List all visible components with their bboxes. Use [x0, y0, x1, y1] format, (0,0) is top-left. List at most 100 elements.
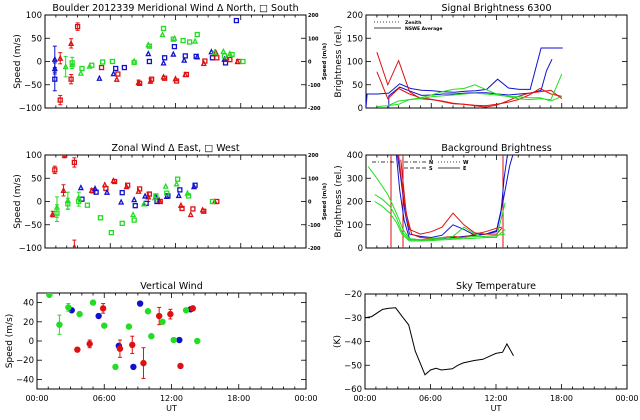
data-point-square-green: [229, 51, 235, 58]
x-tick-label: 06:00: [419, 394, 442, 403]
data-point-square-red: [183, 71, 190, 78]
plot-area: [367, 155, 514, 248]
chart-title: Zonal Wind Δ East, □ West: [111, 143, 239, 154]
data-point-square-green: [186, 39, 193, 45]
data-point-square-blue: [177, 187, 183, 193]
y-tick-label: 150: [347, 34, 363, 44]
data-point-green: [144, 308, 152, 315]
chart-title: Signal Brightness 6300: [441, 3, 551, 14]
data-point-triangle-red: [177, 201, 184, 208]
data-point-square-red: [103, 185, 109, 192]
y-tick-label: −60: [344, 385, 362, 395]
data-point-square-red: [201, 208, 207, 214]
data-point-square-green: [97, 215, 104, 221]
plot-area: [51, 17, 246, 106]
data-point-red: [99, 305, 107, 312]
plot-frame: [364, 293, 628, 390]
series-line-red-2: [376, 71, 562, 107]
data-point-triangle-green: [77, 69, 84, 76]
data-point-red: [116, 345, 124, 352]
y-tick-label: 200: [347, 198, 363, 208]
data-point-square-red: [52, 167, 58, 173]
data-point-square-green: [175, 176, 181, 182]
data-point-triangle-blue: [131, 196, 138, 203]
y-tick-label-right: -200: [308, 106, 321, 112]
data-point-green: [46, 293, 53, 299]
data-point-triangle-green: [184, 189, 191, 196]
data-point-square-red: [214, 55, 220, 61]
chart-title: Sky Temperature: [456, 281, 536, 292]
data-point-red: [129, 341, 136, 349]
plot-frame: [44, 14, 307, 109]
data-point-triangle-blue: [208, 48, 215, 55]
data-point-green: [159, 318, 166, 325]
y-tick-label: 100: [26, 11, 42, 21]
data-point-square-blue: [233, 17, 240, 24]
data-point-square-green: [160, 25, 167, 32]
data-point-triangle-blue: [181, 56, 188, 63]
y-tick-label-right: -100: [308, 223, 321, 229]
data-point-square-red: [214, 198, 220, 205]
data-point-triangle-red: [57, 54, 64, 61]
data-point-square-green: [146, 43, 153, 49]
data-point-square-red: [161, 75, 168, 81]
data-point-green: [125, 323, 133, 330]
y-axis-label-right: Speed (m/s): [322, 42, 328, 80]
legend-label: E: [463, 166, 467, 172]
panel-signal-brightness: Signal Brightness 6300 200 150 100 50 0 Bright…: [334, 3, 628, 114]
data-point-triangle-red: [49, 210, 56, 217]
data-point-square-green: [131, 59, 137, 66]
data-point-triangle-red: [145, 193, 152, 200]
data-point-square-green: [209, 198, 216, 205]
legend-label: Zenith: [405, 20, 421, 26]
data-point-red: [189, 305, 196, 312]
y-tick-label: 0: [358, 104, 363, 114]
data-point-blue: [130, 363, 137, 371]
y-tick-label: −30: [344, 314, 362, 324]
chart-title: Background Brightness: [441, 143, 551, 154]
data-point-square-red: [190, 206, 196, 212]
series-line-blue-1: [366, 47, 563, 108]
y-tick-label-right: -200: [308, 246, 321, 252]
data-point-square-red: [202, 58, 208, 64]
data-point-triangle-red: [60, 186, 67, 193]
data-point-square-blue: [132, 203, 138, 209]
data-point-triangle-blue: [194, 53, 201, 60]
y-axis-label: Brightness (rel.): [334, 25, 344, 97]
data-point-square-red: [136, 186, 143, 192]
x-tick-label: 00:00: [615, 394, 638, 403]
series-line-green-1: [376, 73, 563, 108]
data-point-green: [170, 336, 177, 344]
data-point-square-green: [153, 193, 159, 199]
data-point-square-green: [185, 193, 192, 199]
data-point-triangle-green: [171, 34, 178, 41]
data-point-square-green: [84, 202, 91, 208]
data-point-triangle-blue: [103, 188, 111, 195]
legend-label: NSWE Average: [405, 26, 442, 32]
plot-area: [49, 155, 220, 248]
data-point-square-green: [65, 201, 71, 207]
plot-area: [365, 307, 514, 376]
y-tick-label-right: 200: [308, 13, 319, 19]
data-point-triangle-green: [173, 180, 180, 187]
data-point-triangle-green: [192, 37, 199, 44]
y-axis-label: Speed (m/s): [13, 174, 23, 229]
y-tick-label-right: 0: [308, 60, 312, 66]
y-tick-label: −50: [24, 221, 42, 231]
y-tick-label: 200: [347, 11, 363, 21]
y-tick-label: 300: [347, 174, 363, 184]
y-axis-label: Speed (m/s): [5, 314, 15, 369]
data-point-square-red: [148, 76, 155, 82]
y-tick-label: 0: [29, 337, 34, 347]
data-point-triangle-blue: [160, 59, 167, 66]
data-point-green: [89, 299, 97, 306]
data-point-square-green: [69, 60, 75, 66]
data-point-triangle-green: [211, 48, 218, 55]
data-point-square-blue: [93, 189, 99, 195]
data-point-green: [101, 322, 108, 329]
chart-title: Vertical Wind: [140, 281, 202, 292]
data-point-square-red: [71, 159, 78, 166]
data-point-square-red: [125, 182, 131, 188]
data-point-triangle-blue: [110, 70, 117, 77]
